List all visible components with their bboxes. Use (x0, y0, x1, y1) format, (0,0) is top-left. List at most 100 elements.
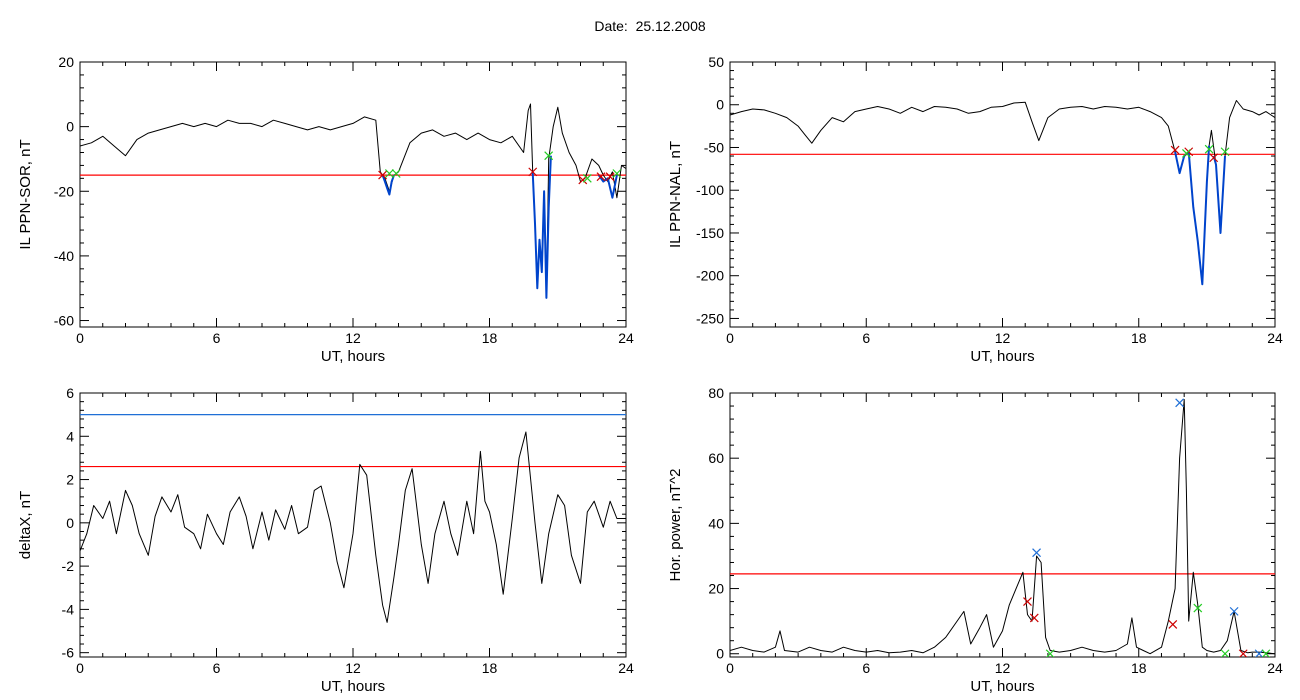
y-tick-label: -200 (696, 268, 724, 284)
start-marker (1170, 145, 1180, 155)
start-marker (596, 172, 606, 182)
series-line (80, 431, 626, 623)
x-tick-label: 0 (726, 660, 734, 676)
x-tick-label: 24 (1267, 660, 1283, 676)
start-marker (1209, 153, 1219, 163)
end-marker (1193, 603, 1203, 613)
marker-stroke (1175, 398, 1185, 408)
peak-marker (1254, 649, 1264, 657)
chart-1: 0 6 12 18 24 -60 -40 -20 0 20 UT, hours IL PPN-SOR,… (17, 54, 634, 365)
x-tick-label: 12 (345, 660, 361, 676)
y-tick-label: 6 (66, 385, 74, 401)
y-tick-label: -6 (62, 645, 75, 661)
marker-stroke (528, 167, 538, 177)
x-tick-label: 24 (1267, 330, 1283, 346)
chart-2: 0 6 12 18 24 -250 -200 -150 -100 -50 0 50 UT, hours I… (667, 54, 1283, 365)
y-tick-label: 50 (708, 54, 724, 70)
y-tick-label: -20 (54, 183, 74, 199)
y-tick-label: -40 (54, 248, 74, 264)
marker-stroke (1209, 153, 1219, 163)
marker-stroke (1182, 149, 1191, 158)
y-tick-label: 20 (708, 581, 724, 597)
marker-stroke (1168, 619, 1178, 629)
y-axis-label: IL PPN-NAL, nT (667, 141, 684, 248)
x-tick-label: 6 (862, 660, 870, 676)
x-tick-label: 0 (76, 660, 84, 676)
end-marker (1204, 144, 1214, 154)
y-tick-label: 40 (708, 515, 724, 531)
marker-stroke (1220, 649, 1230, 657)
x-axis-label: UT, hours (321, 348, 385, 365)
y-tick-label: -250 (696, 310, 724, 326)
marker-stroke (1023, 597, 1032, 607)
end-marker (612, 169, 622, 178)
end-marker (1182, 149, 1191, 158)
start-marker (605, 172, 615, 182)
start-marker (378, 170, 387, 180)
y-tick-label: 60 (708, 450, 724, 466)
marker-stroke (384, 169, 394, 178)
marker-stroke (1229, 606, 1239, 616)
series-line (730, 100, 1275, 285)
y-tick-label: -60 (54, 313, 74, 329)
end-marker (1220, 649, 1230, 657)
marker-stroke (605, 172, 615, 182)
x-tick-label: 6 (862, 330, 870, 346)
chart-4: 0 6 12 18 24 0 20 40 60 80 UT, hours Hor. power, nT… (667, 385, 1283, 695)
marker-stroke (1170, 145, 1180, 155)
x-tick-label: 6 (213, 330, 221, 346)
marker-stroke (1239, 649, 1248, 657)
x-tick-label: 18 (482, 330, 498, 346)
end-marker (384, 169, 394, 178)
start-marker (1168, 619, 1178, 629)
plot-area (730, 398, 1275, 657)
y-tick-label: -4 (62, 601, 75, 617)
marker-stroke (1029, 613, 1039, 623)
y-tick-label: 0 (66, 119, 74, 135)
start-marker (1023, 597, 1032, 607)
marker-stroke (1254, 649, 1264, 657)
end-marker (544, 151, 554, 161)
x-tick-label: 18 (1131, 660, 1147, 676)
peak-marker (1032, 548, 1041, 558)
x-axis-label: UT, hours (321, 678, 385, 695)
x-axis-label: UT, hours (970, 348, 1034, 365)
x-tick-label: 0 (76, 330, 84, 346)
page-title: Date: 25.12.2008 (594, 18, 706, 34)
plot-area (80, 103, 626, 299)
marker-stroke (1032, 548, 1041, 558)
y-tick-label: 80 (708, 385, 724, 401)
peak-marker (1229, 606, 1239, 616)
x-tick-label: 12 (995, 660, 1011, 676)
y-axis-label: IL PPN-SOR, nT (17, 139, 34, 249)
x-tick-label: 6 (213, 660, 221, 676)
marker-stroke (612, 169, 622, 178)
end-marker (582, 173, 592, 183)
y-tick-label: 0 (66, 515, 74, 531)
y-tick-label: -100 (696, 182, 724, 198)
plot-area (80, 414, 626, 623)
y-tick-label: -150 (696, 225, 724, 241)
marker-stroke (582, 173, 592, 183)
end-marker (1261, 649, 1271, 657)
marker-stroke (596, 172, 606, 182)
y-axis-label: deltaX, nT (17, 491, 34, 559)
end-marker (1220, 147, 1230, 157)
highlight-series-line (381, 174, 395, 196)
start-marker (528, 167, 538, 177)
marker-stroke (1261, 649, 1271, 657)
start-marker (1238, 649, 1248, 657)
y-tick-label: 4 (66, 428, 74, 444)
marker-stroke (1046, 649, 1055, 657)
x-tick-label: 24 (618, 330, 634, 346)
marker-stroke (1204, 144, 1214, 154)
marker-stroke (378, 170, 387, 180)
x-tick-label: 12 (995, 330, 1011, 346)
x-tick-label: 24 (618, 660, 634, 676)
end-marker (391, 169, 401, 178)
plot-area (730, 100, 1275, 286)
x-axis-label: UT, hours (970, 678, 1034, 695)
highlight-series-line (1212, 155, 1226, 234)
plot-frame (729, 392, 1276, 658)
